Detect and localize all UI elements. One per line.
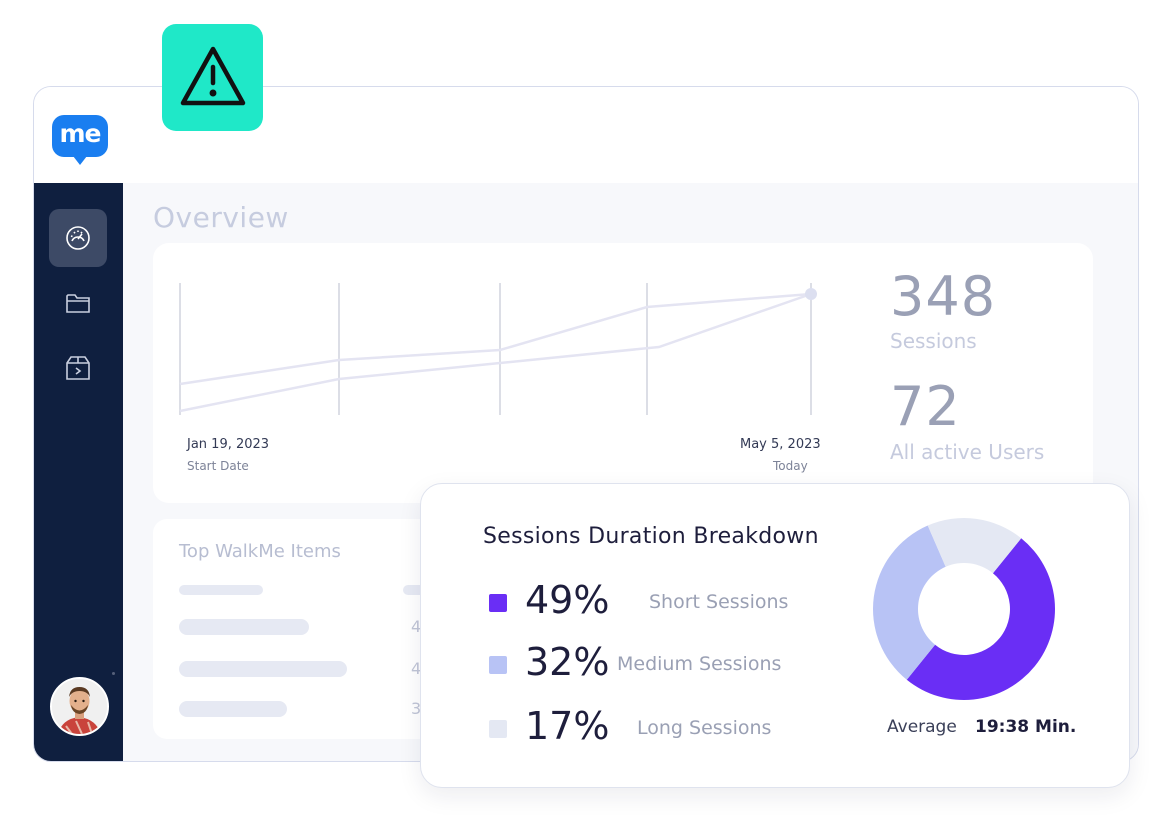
short-sessions-percent: 49% (525, 578, 610, 622)
top-items-card: Top WalkMe Items 4 4 3 (153, 519, 453, 739)
average-label: Average (887, 717, 957, 737)
skeleton-bar (403, 585, 433, 595)
sidebar-item-box[interactable] (49, 339, 107, 397)
overview-chart-card: Jan 19, 2023 Start Date May 5, 2023 Toda… (153, 243, 1093, 503)
breakdown-title: Sessions Duration Breakdown (483, 524, 819, 549)
avatar-image (52, 679, 107, 734)
legend-swatch-long (489, 720, 507, 738)
long-sessions-percent: 17% (525, 704, 610, 748)
chart-line-series-1 (179, 292, 812, 386)
sidebar-item-folder[interactable] (49, 274, 107, 332)
average-value: 19:38 Min. (975, 717, 1077, 737)
medium-sessions-label: Medium Sessions (617, 653, 782, 675)
sessions-line-chart (179, 283, 817, 415)
end-date-label: Today (773, 459, 808, 473)
chart-end-point (805, 288, 817, 300)
skeleton-bar (179, 661, 347, 677)
sidebar-item-dashboard[interactable] (49, 209, 107, 267)
users-count: 72 (890, 375, 961, 438)
legend-swatch-medium (489, 656, 507, 674)
sessions-label: Sessions (890, 329, 977, 353)
skeleton-bar (179, 585, 263, 595)
sessions-breakdown-card: Sessions Duration Breakdown 49% Short Se… (420, 483, 1130, 788)
warning-icon (180, 46, 245, 105)
status-dot (112, 672, 115, 675)
top-items-title: Top WalkMe Items (179, 541, 341, 562)
chart-line-series-2 (179, 292, 812, 413)
avatar[interactable] (50, 677, 109, 736)
long-sessions-label: Long Sessions (637, 717, 772, 739)
warning-badge (162, 24, 263, 131)
sessions-donut-chart (873, 518, 1055, 700)
item-count: 3 (411, 699, 422, 718)
folder-icon (66, 294, 90, 313)
users-label: All active Users (890, 440, 1045, 464)
box-icon (66, 356, 90, 380)
end-date: May 5, 2023 (740, 437, 821, 452)
sidebar (34, 183, 123, 761)
medium-sessions-percent: 32% (525, 640, 610, 684)
donut-slice-medium (873, 525, 946, 680)
donut-slice-short (906, 538, 1055, 700)
legend-swatch-short (489, 594, 507, 612)
item-count: 4 (411, 659, 422, 678)
short-sessions-label: Short Sessions (649, 591, 789, 613)
page-title: Overview (153, 201, 289, 234)
gauge-icon (66, 226, 90, 250)
sessions-count: 348 (890, 265, 997, 328)
skeleton-bar (179, 619, 309, 635)
skeleton-bar (179, 701, 287, 717)
start-date-label: Start Date (187, 459, 249, 473)
start-date: Jan 19, 2023 (187, 437, 270, 452)
item-count: 4 (411, 617, 422, 636)
walkme-logo: me (52, 115, 108, 165)
donut-slice-long (927, 518, 1022, 574)
